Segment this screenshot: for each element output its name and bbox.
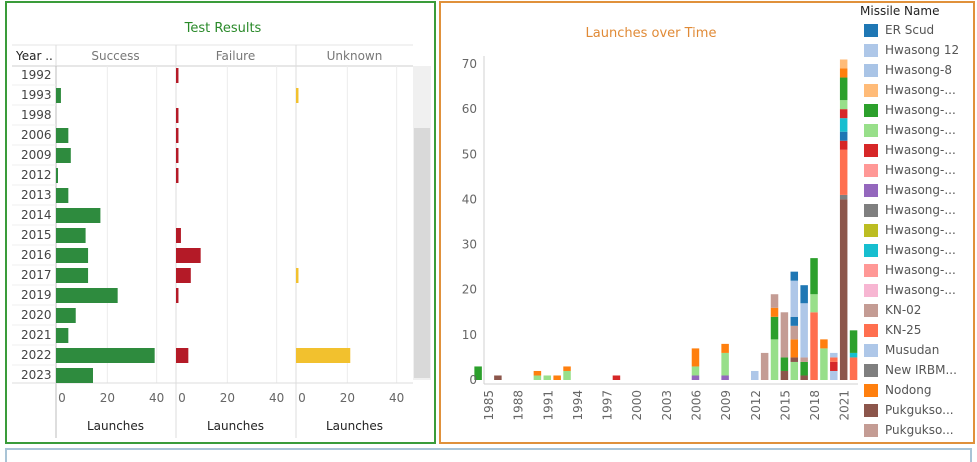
legend-swatch <box>864 83 878 97</box>
legend-item[interactable]: Hwasong-... <box>860 280 977 300</box>
legend-label: Hwasong-... <box>885 103 956 117</box>
legend-item[interactable]: Musudan <box>860 340 977 360</box>
legend-label: New IRBM... <box>885 363 957 377</box>
legend-label: Pukgukso... <box>885 403 954 417</box>
legend-label: KN-02 <box>885 303 922 317</box>
legend-item[interactable]: Hwasong-... <box>860 260 977 280</box>
legend-swatch <box>864 263 878 277</box>
legend-swatch <box>864 303 878 317</box>
legend-label: Hwasong-8 <box>885 63 952 77</box>
legend-item[interactable]: Hwasong-8 <box>860 60 977 80</box>
legend-label: Hwasong-... <box>885 263 956 277</box>
legend-item[interactable]: Hwasong-... <box>860 140 977 160</box>
launches-over-time-panel <box>439 1 975 444</box>
legend-swatch <box>864 323 878 337</box>
legend-swatch <box>864 143 878 157</box>
legend-swatch <box>864 403 878 417</box>
legend-label: Pukgukso... <box>885 423 954 437</box>
test-results-panel <box>5 1 436 444</box>
legend-label: Hwasong-... <box>885 143 956 157</box>
legend-label: Hwasong 12 <box>885 43 960 57</box>
legend-item[interactable]: KN-02 <box>860 300 977 320</box>
legend-item[interactable]: Hwasong-... <box>860 220 977 240</box>
legend-label: Hwasong-... <box>885 203 956 217</box>
legend-swatch <box>864 383 878 397</box>
legend-swatch <box>864 223 878 237</box>
legend-swatch <box>864 163 878 177</box>
legend-item[interactable]: Hwasong-... <box>860 100 977 120</box>
legend-swatch <box>864 103 878 117</box>
legend-item[interactable]: New IRBM... <box>860 360 977 380</box>
legend-swatch <box>864 423 878 437</box>
legend-label: Hwasong-... <box>885 163 956 177</box>
legend-swatch <box>864 183 878 197</box>
legend-item[interactable]: Hwasong-... <box>860 200 977 220</box>
legend-swatch <box>864 343 878 357</box>
legend-label: Hwasong-... <box>885 83 956 97</box>
legend-item[interactable]: Hwasong-... <box>860 160 977 180</box>
legend-swatch <box>864 363 878 377</box>
bottom-panel <box>5 448 972 462</box>
legend-swatch <box>864 283 878 297</box>
legend-label: Nodong <box>885 383 932 397</box>
legend-swatch <box>864 123 878 137</box>
legend-label: Musudan <box>885 343 940 357</box>
legend-swatch <box>864 203 878 217</box>
legend-swatch <box>864 23 878 37</box>
legend-label: Hwasong-... <box>885 283 956 297</box>
legend-label: Hwasong-... <box>885 243 956 257</box>
legend-item[interactable]: Hwasong-... <box>860 180 977 200</box>
legend-item[interactable]: Hwasong-... <box>860 80 977 100</box>
legend-swatch <box>864 63 878 77</box>
legend-item[interactable]: Hwasong-... <box>860 240 977 260</box>
legend-item[interactable]: Pukgukso... <box>860 400 977 420</box>
missile-name-legend: Missile Name ER Scud Hwasong 12 Hwasong-8 H… <box>860 2 977 440</box>
legend-item[interactable]: Nodong <box>860 380 977 400</box>
legend-swatch <box>864 43 878 57</box>
legend-item[interactable]: Hwasong-... <box>860 120 977 140</box>
legend-label: KN-25 <box>885 323 922 337</box>
legend-swatch <box>864 243 878 257</box>
legend-title: Missile Name <box>860 4 940 18</box>
legend-item[interactable]: Pukgukso... <box>860 420 977 440</box>
legend-item[interactable]: ER Scud <box>860 20 977 40</box>
legend-label: Hwasong-... <box>885 223 956 237</box>
legend-item[interactable]: Hwasong 12 <box>860 40 977 60</box>
legend-label: Hwasong-... <box>885 123 956 137</box>
legend-item[interactable]: KN-25 <box>860 320 977 340</box>
legend-label: Hwasong-... <box>885 183 956 197</box>
legend-label: ER Scud <box>885 23 935 37</box>
